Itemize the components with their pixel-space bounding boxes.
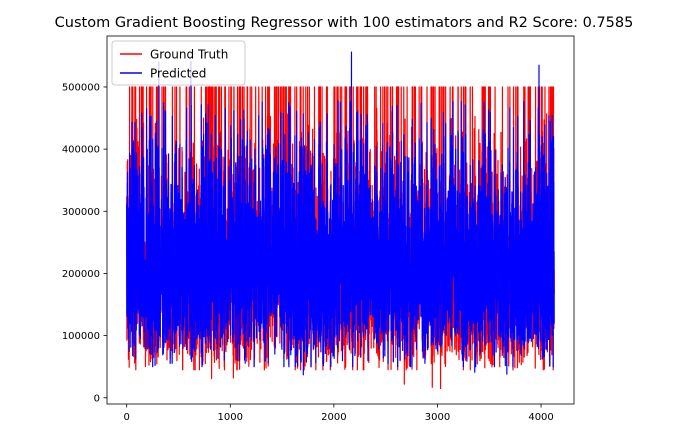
legend-label-predicted: Predicted [150,67,206,81]
x-tick-label: 1000 [218,412,243,423]
axes-frame [106,35,575,405]
y-tick-label: 100000 [62,331,100,342]
x-tick-label: 0 [123,412,129,423]
plot-area [126,51,555,390]
legend: Ground Truth Predicted [111,40,246,86]
y-tick-label: 300000 [62,207,100,218]
y-tick-label: 200000 [62,269,100,280]
x-tick-label: 3000 [425,412,450,423]
x-tick-label: 4000 [528,412,553,423]
x-tick-label: 2000 [321,412,346,423]
axes: 0 1000 2000 3000 4000 0 100000 200000 300000 4000… [62,35,575,423]
series-line-predicted [126,51,555,376]
y-tick-label: 0 [94,393,100,404]
chart-title: Custom Gradient Boosting Regressor with … [55,15,634,31]
legend-box [111,40,246,86]
y-tick-label: 500000 [62,83,100,94]
legend-label-ground-truth: Ground Truth [150,48,228,62]
y-tick-label: 400000 [62,145,100,156]
